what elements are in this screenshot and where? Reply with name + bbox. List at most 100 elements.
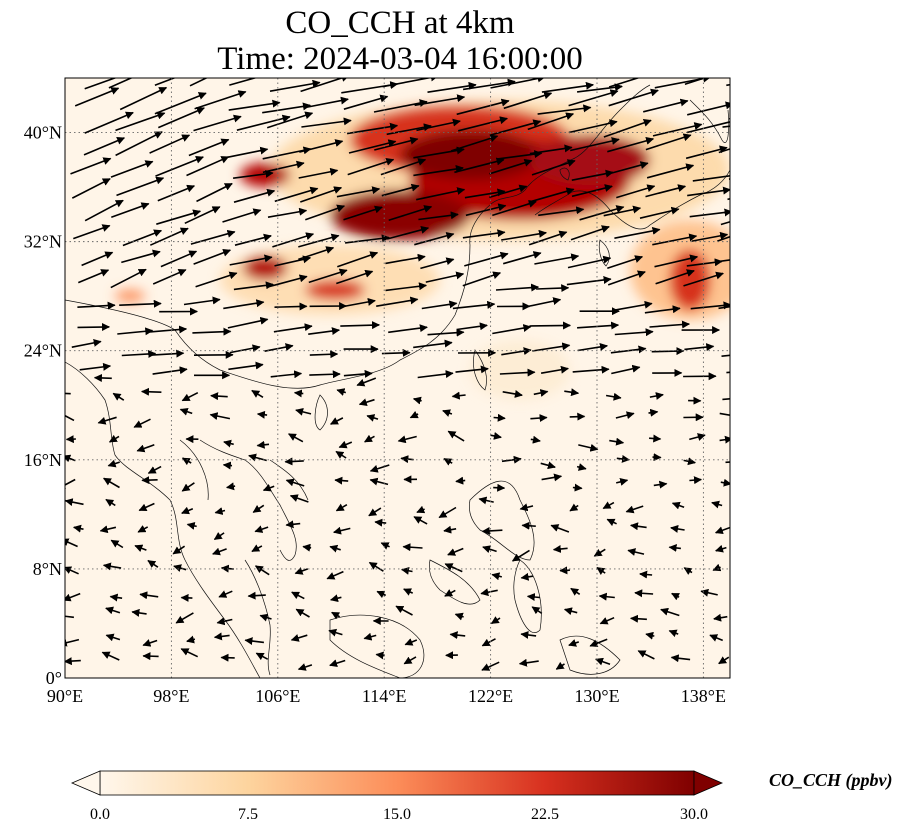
lat-tick-label: 40°N xyxy=(24,123,62,143)
wind-arrow xyxy=(521,521,536,530)
wind-arrow xyxy=(480,588,498,597)
lon-tick-label: 114°E xyxy=(362,686,407,706)
wind-arrow xyxy=(568,119,618,134)
wind-arrow xyxy=(236,114,291,131)
wind-arrow xyxy=(691,231,729,242)
wind-arrow xyxy=(646,163,695,179)
wind-arrow xyxy=(532,342,571,352)
wind-arrow xyxy=(616,477,629,486)
wind-arrow xyxy=(427,328,465,337)
wind-arrow xyxy=(533,389,549,397)
wind-arrow xyxy=(526,593,540,602)
wind-arrow xyxy=(478,496,494,505)
wind-arrow xyxy=(711,500,723,509)
wind-arrow xyxy=(330,594,342,603)
wind-arrow xyxy=(683,567,693,576)
wind-arrow xyxy=(538,206,585,217)
wind-arrow xyxy=(566,276,612,286)
wind-arrow xyxy=(529,321,571,330)
wind-arrow xyxy=(652,233,698,246)
wind-arrow xyxy=(449,631,466,640)
wind-arrow xyxy=(552,544,568,553)
wind-arrow xyxy=(732,286,766,291)
wind-arrow xyxy=(670,654,691,663)
wind-arrow xyxy=(291,591,305,600)
wind-arrow xyxy=(77,269,110,284)
wind-arrow xyxy=(213,632,230,641)
wind-arrow xyxy=(570,225,610,241)
wind-arrow xyxy=(721,354,730,357)
wind-arrow xyxy=(454,612,464,621)
wind-arrow xyxy=(611,300,653,312)
wind-arrow xyxy=(684,78,707,85)
wind-arrow xyxy=(343,94,389,110)
wind-arrow xyxy=(329,544,341,553)
wind-arrow xyxy=(571,184,613,198)
wind-arrow xyxy=(527,112,575,131)
wind-arrow xyxy=(614,328,654,337)
wind-arrow xyxy=(502,251,542,265)
wind-arrow xyxy=(456,98,510,116)
co-concentration-field xyxy=(65,78,766,678)
wind-arrow xyxy=(700,588,718,597)
wind-arrow xyxy=(550,524,570,533)
wind-arrow xyxy=(489,158,533,175)
wind-arrow xyxy=(297,663,313,671)
wind-arrow xyxy=(121,350,157,359)
wind-arrow xyxy=(376,296,419,307)
wind-arrow xyxy=(262,483,275,492)
wind-arrow xyxy=(444,563,463,573)
wind-arrow xyxy=(501,347,532,356)
wind-arrow xyxy=(607,136,655,153)
map-subtitle: Time: 2024-03-04 16:00:00 xyxy=(217,41,583,77)
wind-arrow xyxy=(614,226,661,239)
wind-arrow xyxy=(540,365,569,374)
wind-arrow xyxy=(481,638,496,647)
wind-arrow xyxy=(122,229,163,247)
colorbar-min-extend xyxy=(70,770,101,796)
wind-arrow xyxy=(336,269,374,285)
wind-arrow xyxy=(267,207,308,218)
wind-arrow xyxy=(416,118,461,132)
wind-arrow xyxy=(568,639,580,647)
wind-arrow xyxy=(193,248,232,265)
wind-arrow xyxy=(274,255,312,267)
wind-arrow xyxy=(599,616,615,625)
wind-arrow xyxy=(454,157,505,174)
wind-arrow xyxy=(222,461,233,470)
wind-arrow xyxy=(83,137,126,156)
wind-arrow xyxy=(649,434,662,443)
wind-arrow xyxy=(412,396,422,405)
wind-arrow xyxy=(625,505,644,514)
wind-arrow xyxy=(616,454,630,463)
wind-arrow xyxy=(186,522,197,530)
wind-arrow xyxy=(119,299,162,308)
wind-arrow xyxy=(251,544,263,553)
wind-arrow xyxy=(692,175,730,182)
wind-arrow xyxy=(668,543,681,552)
wind-arrow xyxy=(385,253,426,265)
wind-arrow xyxy=(254,565,270,576)
wind-arrow xyxy=(192,327,232,336)
wind-arrow xyxy=(93,373,112,382)
wind-arrow xyxy=(555,661,565,670)
wind-arrow xyxy=(502,390,523,398)
wind-arrow xyxy=(131,608,147,617)
wind-arrow xyxy=(481,526,503,535)
wind-arrow xyxy=(616,184,656,199)
wind-arrow xyxy=(328,628,343,637)
wind-arrow xyxy=(336,388,347,396)
wind-arrow xyxy=(233,281,274,291)
wind-arrow xyxy=(718,148,730,154)
wind-arrow xyxy=(630,522,647,531)
wind-arrow xyxy=(108,78,134,89)
wind-arrow xyxy=(335,503,348,512)
wind-arrow xyxy=(598,592,615,601)
wind-arrow xyxy=(285,478,305,487)
colorbar-tick: 30.0 xyxy=(680,806,708,823)
wind-arrow xyxy=(79,362,112,371)
wind-arrow xyxy=(374,518,387,527)
wind-arrow xyxy=(670,524,685,533)
wind-arrow xyxy=(572,365,610,374)
wind-arrow xyxy=(338,440,353,449)
